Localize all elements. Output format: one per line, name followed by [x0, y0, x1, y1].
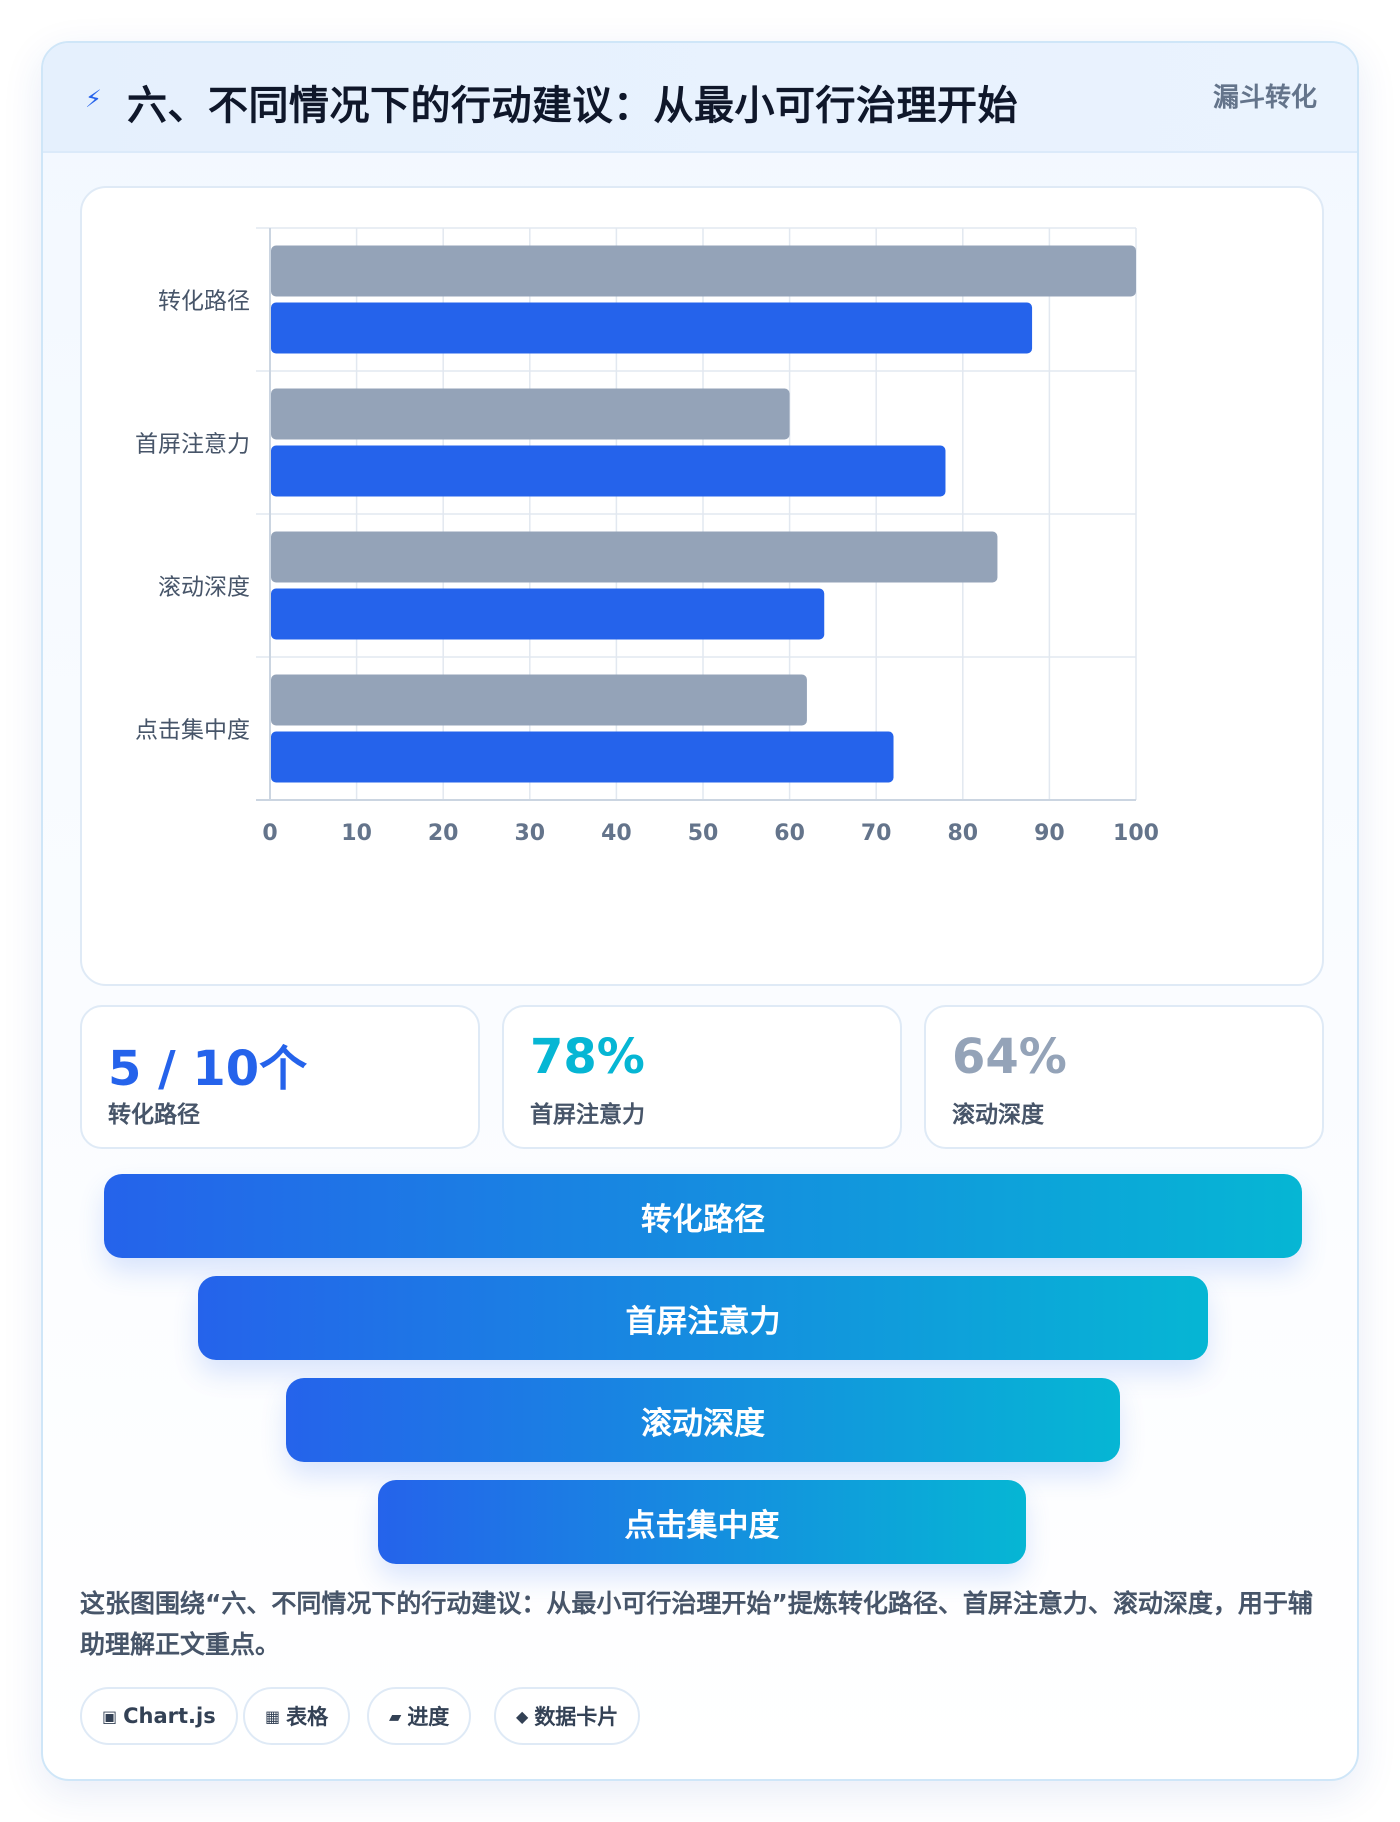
diamond-icon: ◆: [516, 1706, 529, 1726]
chart-card: ⚡ 六、不同情况下的行动建议：从最小可行治理开始 漏斗转化 转化路径 首屏注意力滚…: [41, 41, 1359, 1781]
x-tick-label: 40: [601, 821, 632, 846]
x-tick-label: 90: [1034, 821, 1065, 846]
x-tick-label: 80: [947, 821, 978, 846]
progress-icon: ▰: [389, 1706, 402, 1726]
chip-label: Chart.js: [123, 1704, 216, 1728]
stat-card-attention: 78% 首屏注意力: [502, 1005, 902, 1149]
bar: [271, 531, 998, 583]
chip-label: 表格: [286, 1705, 329, 1729]
x-tick-label: 20: [428, 821, 459, 846]
chart-caption: 这张图围绕“六、不同情况下的行动建议：从最小可行治理开始”提炼转化路径、首屏注意…: [80, 1589, 1313, 1659]
stat-card-scroll: 64% 滚动深度: [924, 1005, 1324, 1149]
y-tick-label: 首屏注意力: [135, 432, 250, 458]
stat-value: 64%: [952, 1029, 1067, 1085]
chip-chartjs[interactable]: ▣ Chart.js: [80, 1687, 238, 1745]
funnel-step: 点击集中度: [378, 1480, 1026, 1564]
chip-label: 数据卡片: [534, 1705, 619, 1729]
stat-label: 转化路径: [108, 1102, 200, 1128]
x-tick-label: 30: [514, 821, 545, 846]
chip-data-card[interactable]: ◆ 数据卡片: [494, 1687, 641, 1745]
table-icon: ▦: [265, 1706, 281, 1726]
x-tick-label: 70: [861, 821, 892, 846]
chip-table[interactable]: ▦ 表格: [243, 1687, 351, 1745]
y-tick-label: 点击集中度: [135, 718, 250, 744]
stat-row: 5 / 10个 转化路径 78% 首屏注意力 64% 滚动深度: [80, 1005, 1324, 1149]
x-tick-label: 50: [688, 821, 719, 846]
x-tick-label: 100: [1113, 821, 1159, 846]
y-tick-label: 转化路径: [158, 289, 250, 315]
bar: [271, 388, 790, 440]
stat-value: 78%: [530, 1029, 645, 1085]
funnel-step: 首屏注意力: [198, 1276, 1208, 1360]
chart-icon: ▣: [102, 1706, 118, 1726]
stat-value: 5 / 10个: [108, 1041, 308, 1097]
card-header: ⚡ 六、不同情况下的行动建议：从最小可行治理开始 漏斗转化: [43, 43, 1357, 153]
x-tick-label: 10: [341, 821, 372, 846]
x-tick-label: 0: [262, 821, 277, 846]
page-title: 六、不同情况下的行动建议：从最小可行治理开始: [127, 83, 1018, 129]
bar: [271, 245, 1136, 297]
chart-panel: 转化路径首屏注意力滚动深度点击集中度 0 10 20 30 40 50 60 70 80 90 100: [80, 186, 1324, 986]
bar: [271, 588, 825, 640]
lightning-icon: ⚡: [85, 85, 102, 113]
stat-card-conversion: 5 / 10个 转化路径: [80, 1005, 480, 1149]
stat-label: 首屏注意力: [530, 1102, 645, 1128]
funnel-step: 滚动深度: [286, 1378, 1120, 1462]
stat-label: 滚动深度: [952, 1102, 1044, 1128]
x-tick-label: 60: [774, 821, 805, 846]
header-tag: 漏斗转化: [1212, 83, 1317, 113]
y-tick-label: 滚动深度: [158, 575, 250, 601]
funnel-step: 转化路径: [104, 1174, 1302, 1258]
bar: [271, 445, 946, 497]
bar: [271, 731, 894, 783]
bar: [271, 302, 1033, 354]
chip-label: 进度: [407, 1705, 450, 1729]
bar: [271, 674, 807, 726]
chip-progress[interactable]: ▰ 进度: [367, 1687, 472, 1745]
